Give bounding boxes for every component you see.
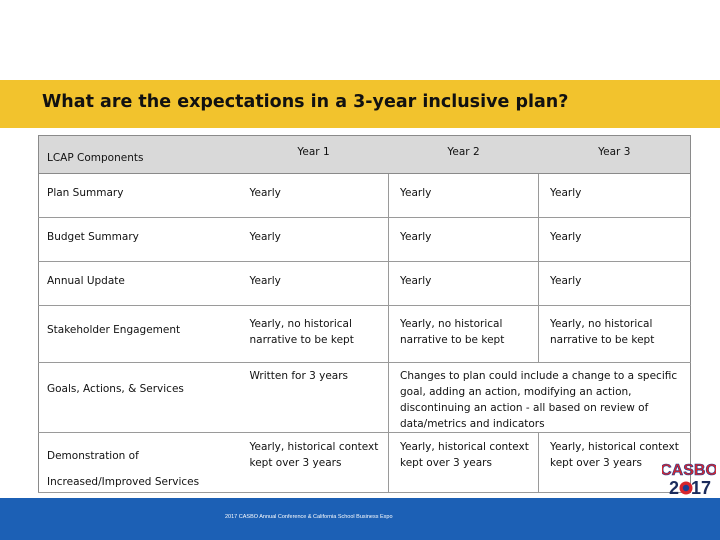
- year-2-cell: Yearly: [388, 261, 539, 306]
- lcap-table: LCAP Components Year 1 Year 2 Year 3 Pla…: [38, 135, 691, 493]
- year-3-cell: Yearly: [538, 173, 691, 218]
- year-3-cell: Yearly, no historical narrative to be ke…: [538, 305, 691, 363]
- table-row: Annual Update Yearly Yearly Yearly: [38, 261, 691, 306]
- year-2-cell: Yearly, no historical narrative to be ke…: [388, 305, 539, 363]
- year-1-cell: Yearly: [238, 261, 389, 306]
- year-1-cell: Written for 3 years: [238, 362, 389, 433]
- logo-year-digit: 2: [669, 478, 679, 498]
- footer-text: 2017 CASBO Annual Conference & Californi…: [225, 514, 393, 520]
- component-cell: Goals, Actions, & Services: [38, 362, 239, 433]
- header-year-3: Year 3: [538, 135, 691, 174]
- component-cell: Stakeholder Engagement: [38, 305, 239, 363]
- year-1-cell: Yearly: [238, 173, 389, 218]
- year-2-cell: Yearly, historical context kept over 3 y…: [388, 432, 539, 493]
- component-line-1: Demonstration of: [47, 450, 139, 462]
- year-3-cell: Yearly: [538, 261, 691, 306]
- logo-casbo-text: CASBO: [662, 462, 716, 479]
- casbo-2017-logo: CASBO 2 17: [662, 462, 716, 498]
- year-2-3-cell: Changes to plan could include a change t…: [388, 362, 691, 433]
- table-row: Plan Summary Yearly Yearly Yearly: [38, 173, 691, 218]
- year-1-cell: Yearly, no historical narrative to be ke…: [238, 305, 389, 363]
- year-3-cell: Yearly: [538, 217, 691, 262]
- component-line-2: Increased/Improved Services: [47, 476, 200, 488]
- component-cell: Demonstration of Increased/Improved Serv…: [38, 432, 239, 493]
- year-3-cell: Yearly, historical context kept over 3 y…: [538, 432, 691, 493]
- component-cell: Budget Summary: [38, 217, 239, 262]
- table-row: Goals, Actions, & Services Written for 3…: [38, 362, 691, 433]
- footer-bar: [0, 498, 720, 540]
- year-2-cell: Yearly: [388, 217, 539, 262]
- title-band: [0, 80, 720, 128]
- header-year-1: Year 1: [238, 135, 389, 174]
- year-1-cell: Yearly: [238, 217, 389, 262]
- year-1-cell: Yearly, historical context kept over 3 y…: [238, 432, 389, 493]
- table-row: Stakeholder Engagement Yearly, no histor…: [38, 305, 691, 363]
- header-year-2: Year 2: [388, 135, 539, 174]
- table-row: Budget Summary Yearly Yearly Yearly: [38, 217, 691, 262]
- component-cell: Annual Update: [38, 261, 239, 306]
- component-cell: Plan Summary: [38, 173, 239, 218]
- table-header-row: LCAP Components Year 1 Year 2 Year 3: [38, 135, 691, 174]
- table-row: Demonstration of Increased/Improved Serv…: [38, 432, 691, 493]
- slide-title: What are the expectations in a 3-year in…: [42, 92, 569, 112]
- year-2-cell: Yearly: [388, 173, 539, 218]
- logo-year-digits: 17: [691, 478, 711, 498]
- header-lcap-components: LCAP Components: [38, 135, 239, 174]
